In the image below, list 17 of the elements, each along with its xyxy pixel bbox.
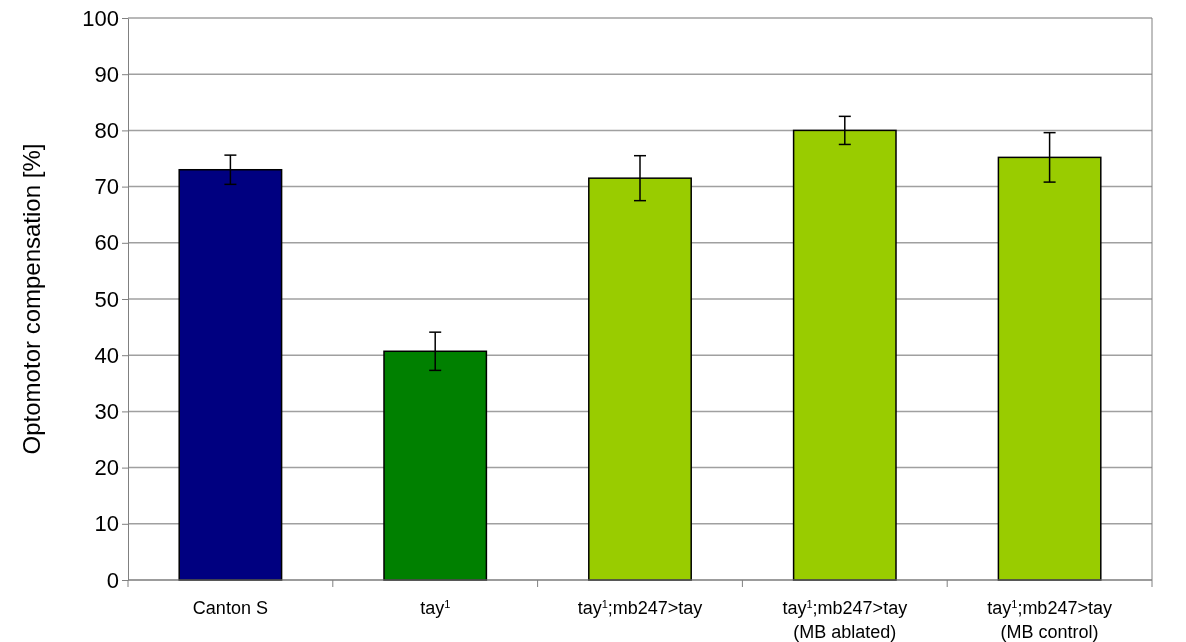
x-tick-label: tay$^{1}$;mb247>tay (MB ablated) (782, 598, 908, 642)
y-tick-label: 80 (94, 117, 119, 143)
y-tick-label: 10 (94, 511, 119, 537)
y-tick-label: 70 (94, 174, 119, 200)
y-tick-label: 30 (94, 398, 119, 424)
x-tick-label: Canton S (192, 598, 268, 618)
y-axis-title: Optomotor compensation [%] (18, 143, 45, 455)
y-tick-label: 40 (94, 342, 119, 368)
x-tick-label: tay$^{1}$;mb247>tay (577, 598, 703, 618)
y-tick-label: 20 (94, 455, 119, 481)
y-tick-label: 60 (94, 230, 119, 256)
y-tick-label: 100 (82, 5, 119, 31)
y-tick-label: 0 (106, 567, 119, 593)
y-tick-label: 90 (94, 61, 119, 87)
x-tick-label: tay$^{1}$;mb247>tay (MB control) (987, 598, 1112, 642)
y-tick-label: 50 (94, 286, 119, 312)
x-tick-label: tay$^{1}$ (420, 598, 451, 618)
